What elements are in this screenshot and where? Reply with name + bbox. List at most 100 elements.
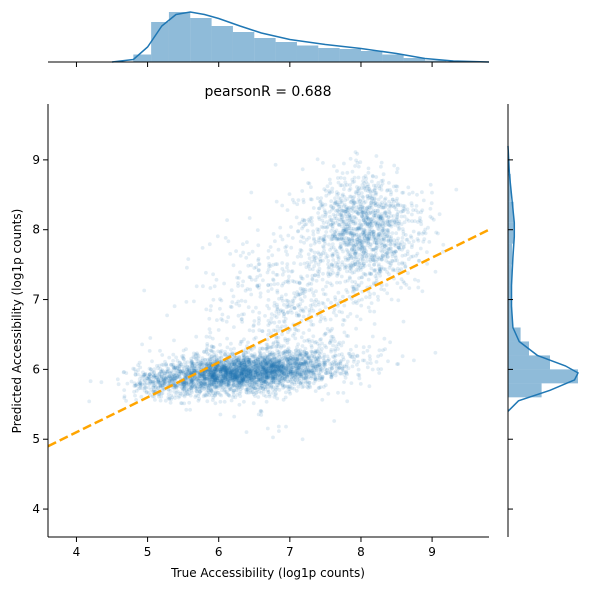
scatter-point — [176, 363, 180, 368]
scatter-point — [420, 208, 425, 213]
scatter-point — [241, 365, 245, 370]
scatter-point — [302, 218, 307, 223]
scatter-point — [310, 349, 315, 354]
scatter-point — [237, 380, 242, 385]
scatter-point — [237, 365, 242, 370]
scatter-point — [320, 397, 325, 402]
scatter-point — [228, 304, 233, 309]
scatter-point — [240, 372, 244, 377]
scatter-point — [174, 375, 179, 380]
scatter-point — [265, 372, 270, 376]
scatter-point — [214, 364, 219, 369]
scatter-point — [297, 352, 302, 357]
scatter-point — [348, 347, 353, 352]
scatter-point — [283, 395, 288, 400]
scatter-point — [203, 393, 208, 398]
scatter-point — [313, 377, 318, 382]
scatter-point — [321, 287, 325, 292]
scatter-point — [256, 377, 261, 382]
scatter-point — [251, 378, 256, 383]
scatter-point — [376, 367, 381, 372]
scatter-point — [256, 268, 261, 273]
scatter-point — [214, 369, 218, 374]
scatter-point — [262, 358, 267, 363]
scatter-point — [285, 265, 289, 270]
scatter-point — [284, 370, 289, 375]
scatter-point — [295, 362, 300, 367]
scatter-point — [178, 364, 183, 368]
scatter-point — [344, 370, 348, 375]
scatter-point — [227, 387, 232, 392]
scatter-point — [397, 227, 401, 232]
scatter-point — [379, 160, 384, 165]
scatter-point — [194, 356, 199, 361]
scatter-point — [231, 388, 236, 393]
scatter-point — [276, 424, 281, 429]
scatter-point — [254, 363, 258, 368]
scatter-point — [356, 164, 361, 169]
scatter-point — [147, 376, 152, 380]
scatter-point — [160, 353, 165, 357]
scatter-point — [300, 374, 304, 379]
scatter-point — [163, 359, 167, 364]
top-histogram-bar — [275, 42, 297, 62]
scatter-point — [321, 292, 326, 296]
scatter-point — [282, 365, 286, 369]
scatter-point — [279, 371, 283, 376]
scatter-point — [122, 388, 127, 392]
scatter-point — [321, 221, 326, 225]
scatter-point — [358, 317, 363, 322]
scatter-point — [224, 364, 228, 368]
scatter-point — [220, 364, 224, 369]
scatter-point — [384, 243, 389, 248]
scatter-point — [285, 364, 290, 369]
scatter-point — [194, 386, 199, 390]
scatter-point — [194, 377, 199, 382]
scatter-point — [270, 253, 275, 258]
scatter-point — [412, 219, 417, 224]
scatter-point — [298, 262, 303, 267]
scatter-point — [377, 348, 382, 353]
scatter-point — [161, 388, 165, 393]
scatter-point — [311, 363, 316, 367]
scatter-point — [249, 292, 254, 297]
scatter-point — [253, 371, 258, 375]
scatter-point — [211, 371, 216, 376]
scatter-point — [294, 352, 299, 357]
scatter-point — [259, 413, 264, 417]
scatter-point — [235, 385, 240, 389]
scatter-point — [330, 253, 335, 258]
scatter-point — [324, 230, 329, 234]
scatter-point — [366, 166, 371, 171]
scatter-point — [239, 372, 244, 376]
scatter-point — [271, 374, 275, 379]
scatter-point — [210, 393, 215, 397]
scatter-point — [116, 382, 121, 387]
scatter-point — [237, 374, 242, 379]
scatter-point — [157, 394, 161, 399]
scatter-point — [88, 379, 93, 384]
scatter-point — [231, 381, 235, 386]
scatter-point — [372, 291, 376, 296]
scatter-point — [138, 365, 143, 370]
scatter-point — [274, 369, 279, 374]
scatter-point — [413, 277, 417, 282]
scatter-point — [241, 368, 245, 373]
scatter-point — [268, 363, 272, 368]
scatter-point — [282, 302, 286, 307]
scatter-point — [385, 291, 390, 296]
scatter-point — [267, 371, 271, 376]
scatter-point — [133, 393, 137, 398]
scatter-point — [294, 388, 299, 393]
scatter-point — [216, 363, 221, 368]
scatter-point — [243, 299, 248, 304]
scatter-point — [221, 362, 226, 367]
scatter-point — [168, 389, 173, 393]
scatter-point — [374, 175, 379, 179]
scatter-point — [288, 369, 293, 374]
scatter-point — [175, 358, 180, 363]
scatter-point — [366, 170, 371, 175]
scatter-point — [256, 321, 261, 326]
scatter-point — [207, 363, 212, 368]
scatter-point — [205, 392, 210, 397]
